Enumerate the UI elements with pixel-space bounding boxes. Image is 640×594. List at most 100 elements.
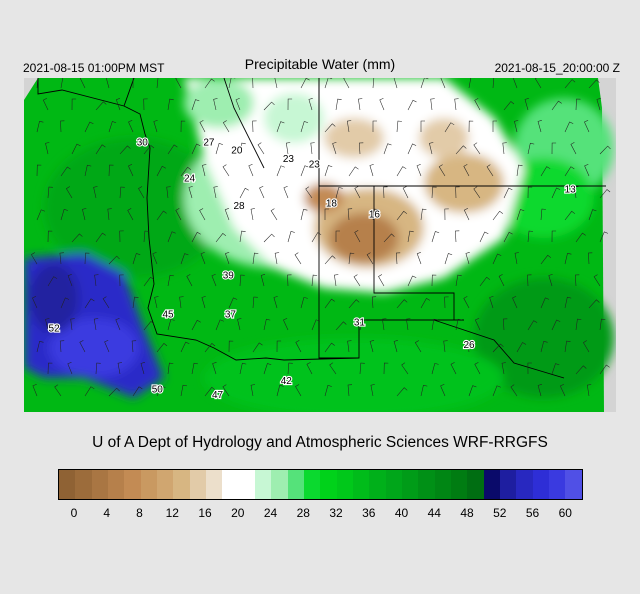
wind-barb bbox=[396, 299, 408, 309]
wind-barb bbox=[84, 164, 92, 177]
wind-barb bbox=[444, 208, 449, 221]
colorbar-swatch bbox=[238, 470, 255, 499]
colorbar-swatch bbox=[124, 470, 141, 499]
wind-barb bbox=[180, 166, 191, 177]
wind-barb bbox=[444, 296, 449, 309]
wind-barb bbox=[455, 186, 460, 199]
svg-text:31: 31 bbox=[354, 318, 366, 329]
svg-text:30: 30 bbox=[137, 137, 149, 148]
wind-barb bbox=[593, 274, 601, 287]
wind-barb bbox=[237, 318, 242, 331]
wind-barb bbox=[276, 340, 282, 353]
wind-barb bbox=[359, 362, 365, 375]
wind-barb bbox=[354, 230, 361, 243]
wind-barb bbox=[584, 120, 590, 133]
wind-barb bbox=[324, 165, 333, 177]
wind-barb bbox=[551, 230, 557, 243]
wind-barb bbox=[382, 318, 387, 331]
wind-barb bbox=[463, 208, 470, 221]
wind-barb bbox=[402, 186, 409, 199]
wind-barb bbox=[537, 384, 542, 397]
wind-barb bbox=[59, 340, 65, 353]
wind-barb bbox=[454, 98, 459, 111]
station-value: 47 bbox=[211, 389, 225, 402]
wind-barb bbox=[465, 252, 470, 265]
wind-barb bbox=[180, 120, 186, 133]
wind-barb bbox=[431, 363, 439, 375]
colorbar-tick-label: 24 bbox=[263, 506, 278, 520]
wind-barb bbox=[228, 340, 234, 353]
station-value: 30 bbox=[136, 136, 150, 149]
wind-barb bbox=[468, 78, 475, 89]
colorbar-swatch bbox=[156, 470, 174, 499]
wind-barb bbox=[396, 120, 402, 133]
wind-barb bbox=[156, 78, 159, 89]
station-value-labels: 3027202323241713181628394537523127264250… bbox=[47, 136, 577, 402]
wind-barb bbox=[143, 276, 154, 287]
wind-barb bbox=[36, 120, 44, 133]
svg-text:50: 50 bbox=[152, 384, 164, 395]
wind-barb bbox=[115, 318, 121, 331]
wind-barb bbox=[588, 252, 593, 265]
wind-barb bbox=[180, 253, 189, 265]
colorbar-tick-label: 48 bbox=[460, 506, 474, 520]
wind-barb bbox=[45, 318, 50, 331]
wind-barb bbox=[444, 253, 453, 265]
wind-barb bbox=[200, 252, 206, 265]
colorbar-tick-label: 36 bbox=[362, 506, 376, 520]
station-value: 37 bbox=[224, 308, 238, 321]
wind-barb bbox=[372, 120, 377, 132]
wind-barb bbox=[334, 274, 339, 287]
wind-barb bbox=[479, 231, 489, 243]
colorbar-swatch bbox=[565, 470, 582, 499]
wind-barb bbox=[140, 362, 145, 375]
wind-barb bbox=[443, 340, 448, 353]
wind-barb bbox=[152, 252, 158, 265]
colorbar-swatch bbox=[303, 470, 321, 499]
valid-time-local: 2021-08-15 01:00PM MST bbox=[23, 61, 165, 75]
wind-barb bbox=[224, 208, 230, 221]
wind-barb bbox=[347, 384, 353, 397]
wind-barb bbox=[263, 318, 271, 331]
wind-barb bbox=[440, 78, 446, 89]
wind-barb bbox=[84, 298, 95, 309]
wind-barb bbox=[431, 318, 438, 331]
wind-barb bbox=[575, 274, 580, 287]
wind-barb bbox=[263, 101, 275, 111]
wind-barb bbox=[108, 255, 120, 265]
wind-barb bbox=[407, 230, 414, 243]
wind-barb bbox=[166, 186, 171, 199]
colorbar-tick-label: 60 bbox=[558, 506, 572, 520]
wind-barb bbox=[503, 231, 513, 243]
wind-barb bbox=[401, 362, 409, 375]
svg-text:37: 37 bbox=[225, 309, 237, 320]
wind-barb bbox=[353, 274, 361, 287]
station-value: 39 bbox=[222, 269, 236, 282]
wind-barb bbox=[332, 142, 337, 155]
wind-barb bbox=[156, 343, 168, 353]
colorbar-swatch bbox=[336, 470, 353, 499]
wind-barb bbox=[501, 362, 506, 375]
station-value: 52 bbox=[47, 322, 61, 335]
wind-barb bbox=[416, 164, 422, 177]
wind-barb bbox=[119, 186, 125, 199]
wind-barb bbox=[455, 318, 462, 331]
wind-barb bbox=[239, 362, 247, 375]
wind-barb bbox=[167, 231, 176, 243]
wind-barb bbox=[276, 384, 284, 397]
wind-barb bbox=[180, 341, 190, 353]
wind-barb bbox=[71, 143, 81, 155]
wind-barb bbox=[430, 98, 435, 111]
wind-barb bbox=[335, 98, 342, 111]
colorbar-tick-label: 56 bbox=[525, 506, 540, 520]
wind-barb bbox=[450, 362, 457, 375]
wind-barb bbox=[564, 121, 574, 133]
wind-barb bbox=[228, 297, 238, 309]
wind-barb bbox=[47, 230, 53, 243]
wind-barb bbox=[60, 120, 65, 133]
wind-barb bbox=[175, 208, 182, 221]
wind-barb bbox=[71, 98, 77, 111]
wind-barb bbox=[60, 78, 67, 89]
wind-barb bbox=[188, 186, 193, 199]
colorbar-swatch bbox=[483, 470, 500, 499]
